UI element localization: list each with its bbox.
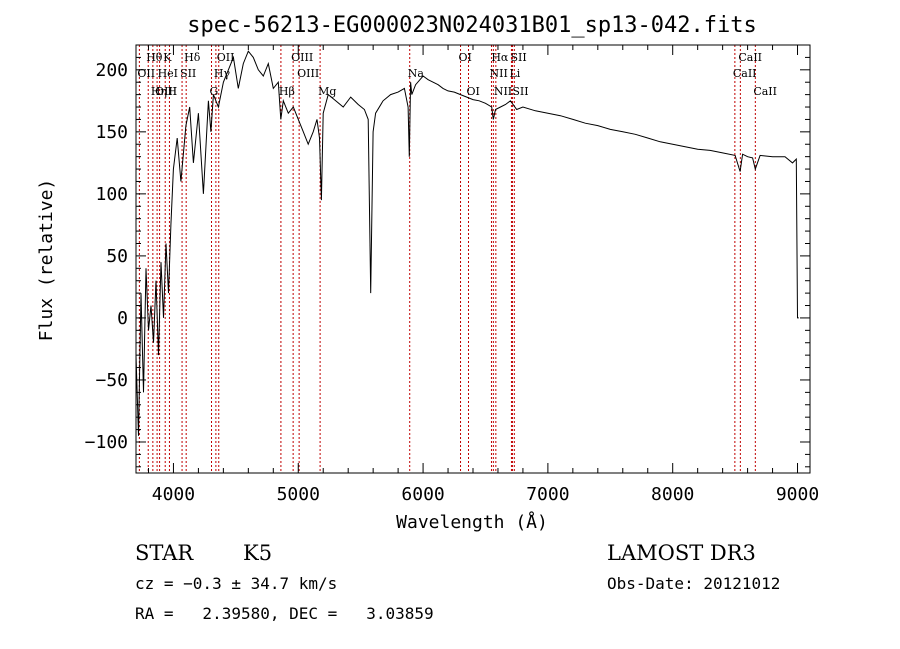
spectral-line-label: Hγ xyxy=(214,67,231,80)
chart-title: spec-56213-EG000023N024031B01_sp13-042.f… xyxy=(187,13,757,38)
redshift-info: cz = −0.3 ± 34.7 km/s xyxy=(135,574,337,593)
spectral-line-label: G xyxy=(210,85,219,98)
y-tick-label: 150 xyxy=(95,122,128,143)
spectral-line-label: CaII xyxy=(738,51,762,64)
object-class: STAR xyxy=(135,541,194,565)
spectral-line-label: Hθ xyxy=(146,51,163,64)
object-subclass: K5 xyxy=(243,541,272,565)
spectral-line-label: CaII xyxy=(733,67,757,80)
spectral-line-label: CaII xyxy=(753,85,777,98)
spectrum-series-line xyxy=(135,50,799,436)
y-axis-label: Flux (relative) xyxy=(36,179,57,342)
spectral-line-label: SII xyxy=(512,85,528,98)
spectral-line-label: OIII xyxy=(291,51,313,64)
spectral-line-label: OIII xyxy=(155,85,177,98)
spectral-line-label: HeI xyxy=(158,67,178,80)
coordinates-info: RA = 2.39580, DEC = 3.03859 xyxy=(135,604,434,623)
plot-frame xyxy=(135,44,811,474)
spectral-line-label: OI xyxy=(467,85,480,98)
spectral-line-label: OII xyxy=(217,51,235,64)
y-tick-label: −50 xyxy=(95,370,128,391)
spectral-line-label: SII xyxy=(510,51,526,64)
spectral-line-label: Mg xyxy=(318,85,336,98)
y-tick-label: 50 xyxy=(106,246,128,267)
spectral-line-label: Hβ xyxy=(279,85,295,98)
x-axis-label: Wavelength (Å) xyxy=(396,511,548,533)
spectral-line-label: Hδ xyxy=(184,51,201,64)
spectral-line-label: K xyxy=(163,51,172,64)
y-tick-label: −100 xyxy=(85,432,128,453)
spectral-line-label: SII xyxy=(180,67,196,80)
x-tick-label: 9000 xyxy=(776,484,819,505)
y-tick-label: 200 xyxy=(95,60,128,81)
x-tick-label: 8000 xyxy=(651,484,694,505)
spectral-lines xyxy=(138,45,756,473)
x-tick-labels: 4000 5000 6000 7000 8000 9000 xyxy=(152,484,819,505)
spectral-line-label: Hα xyxy=(491,51,509,64)
spectral-line-label: NII xyxy=(494,85,512,98)
spectral-line-label: Na xyxy=(408,67,425,80)
spectral-line-label: NII xyxy=(489,67,507,80)
spectral-line-label: OI xyxy=(459,51,472,64)
y-tick-label: 0 xyxy=(117,308,128,329)
spectral-line-label: Li xyxy=(509,67,520,80)
y-tick-labels: −100 −50 0 50 100 150 200 xyxy=(85,60,128,453)
axis-ticks xyxy=(136,44,810,473)
spectral-line-label: OIII xyxy=(297,67,319,80)
survey-name: LAMOST DR3 xyxy=(607,541,756,565)
spectral-line-label: OII xyxy=(137,67,155,80)
spectral-line-label: H xyxy=(167,85,177,98)
spectral-line-label: Hη xyxy=(151,85,167,98)
observation-date: Obs-Date: 20121012 xyxy=(607,574,780,593)
x-tick-label: 5000 xyxy=(277,484,320,505)
y-tick-label: 100 xyxy=(95,184,128,205)
x-tick-label: 4000 xyxy=(152,484,195,505)
x-tick-label: 6000 xyxy=(401,484,444,505)
x-tick-label: 7000 xyxy=(526,484,569,505)
